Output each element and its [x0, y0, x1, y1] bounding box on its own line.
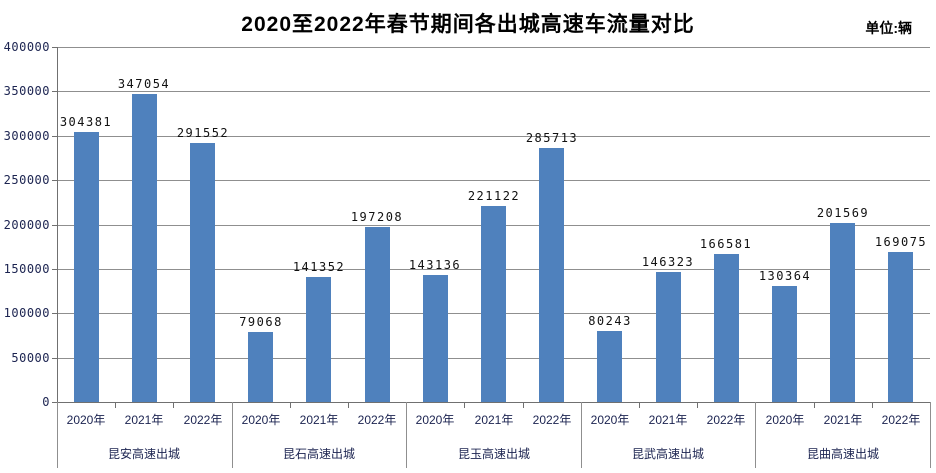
y-axis-line — [57, 47, 58, 402]
x-year-label: 2020年 — [66, 413, 106, 427]
y-axis-tick — [52, 269, 57, 270]
y-axis-tick — [52, 225, 57, 226]
gridline — [57, 47, 930, 48]
x-year-label: 2022年 — [881, 413, 921, 427]
bar — [656, 272, 681, 402]
x-year-label: 2021年 — [474, 413, 514, 427]
x-year-label: 2020年 — [765, 413, 805, 427]
category-tick — [115, 402, 116, 408]
y-axis-label: 100000 — [3, 306, 50, 320]
y-axis-label: 250000 — [3, 173, 50, 187]
bar — [74, 132, 99, 402]
category-tick — [523, 402, 524, 408]
y-axis-label: 200000 — [3, 218, 50, 232]
x-year-label: 2020年 — [241, 413, 281, 427]
chart-title: 2020至2022年春节期间各出城高速车流量对比 — [241, 13, 695, 36]
group-separator-line — [406, 402, 407, 468]
group-separator-line — [232, 402, 233, 468]
bar — [830, 223, 855, 402]
bar-value-label: 79068 — [239, 315, 283, 329]
x-year-label: 2021年 — [823, 413, 863, 427]
group-separator-line — [930, 402, 931, 468]
bar-value-label: 130364 — [758, 269, 812, 283]
x-year-label: 2020年 — [590, 413, 630, 427]
y-axis-label: 0 — [42, 395, 50, 409]
bar-value-label: 304381 — [59, 115, 113, 129]
bar-value-label: 80243 — [588, 314, 632, 328]
y-axis-label: 400000 — [3, 40, 50, 54]
category-tick — [639, 402, 640, 408]
y-axis-label: 150000 — [3, 262, 50, 276]
category-tick — [290, 402, 291, 408]
bar — [597, 331, 622, 402]
x-year-label: 2022年 — [532, 413, 572, 427]
bar — [481, 206, 506, 402]
x-group-label: 昆玉高速出城 — [457, 447, 530, 461]
y-axis-tick — [52, 402, 57, 403]
x-year-label: 2021年 — [124, 413, 164, 427]
x-year-label: 2022年 — [706, 413, 746, 427]
bar-value-label: 197208 — [350, 210, 404, 224]
group-separator-line — [581, 402, 582, 468]
y-axis-label: 350000 — [3, 84, 50, 98]
bar — [365, 227, 390, 402]
bar-value-label: 169075 — [874, 235, 928, 249]
category-tick — [348, 402, 349, 408]
y-axis-label: 300000 — [3, 129, 50, 143]
bar — [539, 148, 564, 402]
y-axis-tick — [52, 47, 57, 48]
y-axis-tick — [52, 313, 57, 314]
x-year-label: 2022年 — [183, 413, 223, 427]
bar — [306, 277, 331, 402]
category-tick — [697, 402, 698, 408]
bar — [772, 286, 797, 402]
y-axis-tick — [52, 180, 57, 181]
gridline — [57, 91, 930, 92]
y-axis-tick — [52, 91, 57, 92]
gridline — [57, 180, 930, 181]
bar — [248, 332, 273, 402]
x-group-label: 昆安高速出城 — [107, 447, 180, 461]
bar-value-label: 291552 — [176, 126, 230, 140]
y-axis-label: 50000 — [11, 351, 50, 365]
x-year-label: 2022年 — [357, 413, 397, 427]
x-group-label: 昆曲高速出城 — [806, 447, 879, 461]
category-tick — [872, 402, 873, 408]
category-tick — [464, 402, 465, 408]
bar-value-label: 143136 — [408, 258, 462, 272]
x-year-label: 2021年 — [299, 413, 339, 427]
bar — [190, 143, 215, 402]
bar-value-label: 141352 — [292, 260, 346, 274]
x-year-label: 2020年 — [415, 413, 455, 427]
y-axis-tick — [52, 358, 57, 359]
unit-label: 单位:辆 — [865, 20, 912, 36]
category-tick — [173, 402, 174, 408]
x-group-label: 昆武高速出城 — [631, 447, 704, 461]
bar-value-label: 201569 — [816, 206, 870, 220]
x-group-label: 昆石高速出城 — [282, 447, 355, 461]
bar-value-label: 285713 — [525, 131, 579, 145]
x-year-label: 2021年 — [648, 413, 688, 427]
bar-value-label: 347054 — [117, 77, 171, 91]
group-separator-line — [57, 402, 58, 468]
bar — [423, 275, 448, 402]
bar-value-label: 221122 — [467, 189, 521, 203]
bar-value-label: 166581 — [699, 237, 753, 251]
bar — [714, 254, 739, 402]
bar — [888, 252, 913, 402]
bar — [132, 94, 157, 402]
group-separator-line — [755, 402, 756, 468]
x-axis-line — [57, 402, 931, 403]
gridline — [57, 136, 930, 137]
category-tick — [814, 402, 815, 408]
y-axis-tick — [52, 136, 57, 137]
bar-value-label: 146323 — [641, 255, 695, 269]
